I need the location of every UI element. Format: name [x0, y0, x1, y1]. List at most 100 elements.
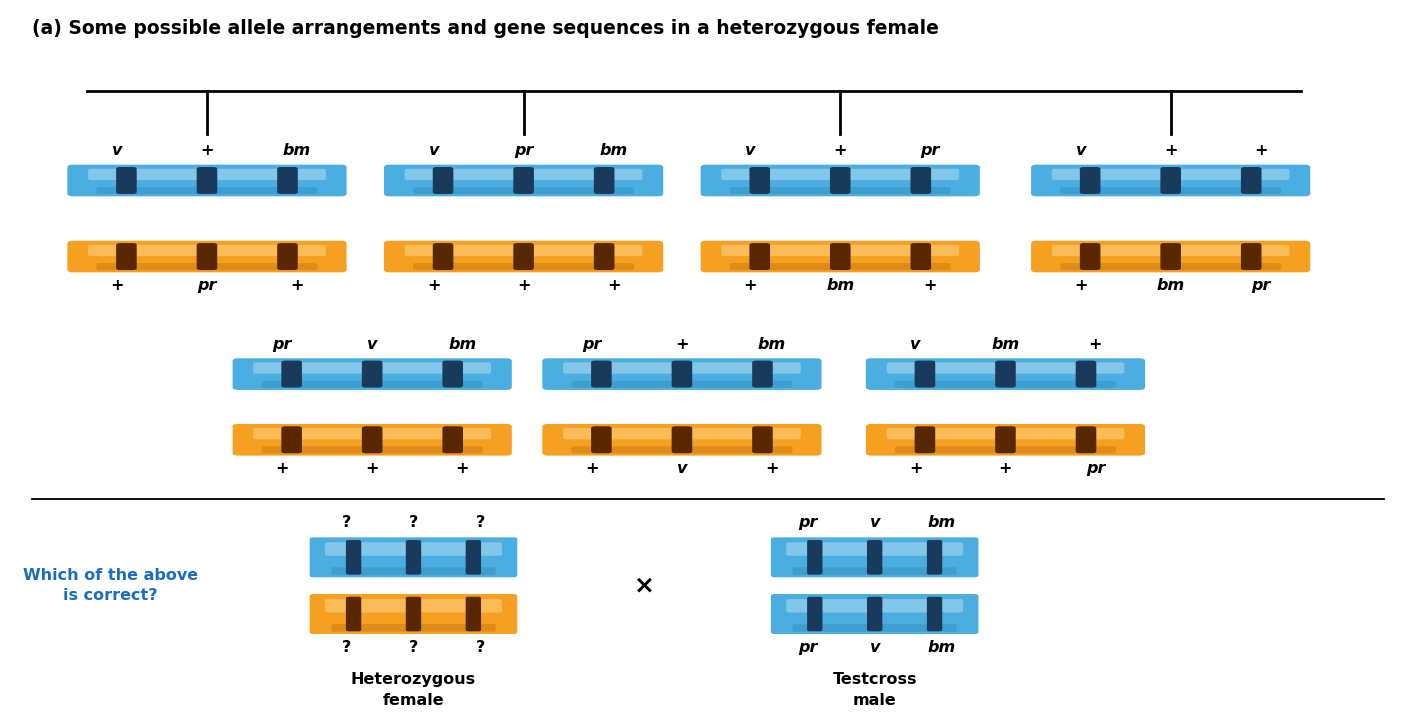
FancyBboxPatch shape: [310, 594, 517, 634]
FancyBboxPatch shape: [564, 362, 801, 374]
FancyBboxPatch shape: [1060, 187, 1281, 194]
Text: ?: ?: [475, 640, 485, 655]
FancyBboxPatch shape: [262, 446, 482, 453]
FancyBboxPatch shape: [594, 243, 614, 270]
FancyBboxPatch shape: [325, 542, 502, 556]
FancyBboxPatch shape: [384, 241, 663, 272]
FancyBboxPatch shape: [592, 361, 611, 388]
FancyBboxPatch shape: [362, 427, 383, 453]
FancyBboxPatch shape: [513, 167, 534, 194]
Text: ?: ?: [342, 516, 352, 531]
Text: v: v: [112, 143, 122, 158]
FancyBboxPatch shape: [88, 168, 325, 180]
Text: v: v: [869, 640, 880, 655]
Text: v: v: [429, 143, 439, 158]
FancyBboxPatch shape: [672, 427, 693, 453]
Text: pr: pr: [1251, 278, 1270, 293]
FancyBboxPatch shape: [1060, 263, 1281, 270]
Text: bm: bm: [991, 337, 1019, 352]
FancyBboxPatch shape: [331, 624, 496, 632]
Text: +: +: [1164, 143, 1178, 158]
FancyBboxPatch shape: [722, 168, 959, 180]
FancyBboxPatch shape: [995, 427, 1016, 453]
FancyBboxPatch shape: [262, 381, 482, 388]
Text: +: +: [998, 461, 1012, 476]
FancyBboxPatch shape: [67, 165, 346, 196]
Text: +: +: [743, 278, 757, 293]
Text: ?: ?: [342, 640, 352, 655]
FancyBboxPatch shape: [331, 567, 496, 575]
FancyBboxPatch shape: [1052, 244, 1290, 256]
FancyBboxPatch shape: [116, 243, 137, 270]
FancyBboxPatch shape: [572, 381, 792, 388]
Text: pr: pr: [798, 516, 817, 531]
FancyBboxPatch shape: [465, 597, 481, 631]
FancyBboxPatch shape: [1080, 167, 1101, 194]
FancyBboxPatch shape: [433, 243, 453, 270]
FancyBboxPatch shape: [346, 597, 362, 631]
Text: ×: ×: [634, 574, 655, 598]
FancyBboxPatch shape: [362, 361, 383, 388]
FancyBboxPatch shape: [1241, 243, 1262, 270]
FancyBboxPatch shape: [866, 597, 882, 631]
FancyBboxPatch shape: [753, 427, 773, 453]
FancyBboxPatch shape: [808, 540, 823, 574]
FancyBboxPatch shape: [384, 165, 663, 196]
Text: bm: bm: [600, 143, 628, 158]
FancyBboxPatch shape: [405, 597, 421, 631]
FancyBboxPatch shape: [282, 361, 301, 388]
FancyBboxPatch shape: [443, 361, 463, 388]
Text: pr: pr: [921, 143, 939, 158]
FancyBboxPatch shape: [886, 362, 1124, 374]
FancyBboxPatch shape: [914, 427, 935, 453]
FancyBboxPatch shape: [513, 243, 534, 270]
FancyBboxPatch shape: [701, 241, 980, 272]
FancyBboxPatch shape: [443, 427, 463, 453]
FancyBboxPatch shape: [722, 244, 959, 256]
Text: +: +: [517, 278, 530, 293]
Text: bm: bm: [928, 640, 956, 655]
FancyBboxPatch shape: [886, 428, 1124, 440]
FancyBboxPatch shape: [233, 424, 512, 455]
Text: v: v: [367, 337, 377, 352]
FancyBboxPatch shape: [1161, 167, 1180, 194]
FancyBboxPatch shape: [1075, 361, 1096, 388]
Text: v: v: [1075, 143, 1087, 158]
Text: +: +: [428, 278, 440, 293]
FancyBboxPatch shape: [572, 446, 792, 453]
Text: bm: bm: [1157, 278, 1185, 293]
Text: bm: bm: [758, 337, 787, 352]
FancyBboxPatch shape: [830, 167, 851, 194]
Text: +: +: [290, 278, 304, 293]
Text: +: +: [1253, 143, 1267, 158]
FancyBboxPatch shape: [808, 597, 823, 631]
Text: +: +: [834, 143, 847, 158]
FancyBboxPatch shape: [1241, 167, 1262, 194]
FancyBboxPatch shape: [196, 243, 217, 270]
FancyBboxPatch shape: [405, 168, 642, 180]
FancyBboxPatch shape: [894, 446, 1116, 453]
Text: +: +: [924, 278, 937, 293]
Text: +: +: [1074, 278, 1088, 293]
FancyBboxPatch shape: [771, 537, 979, 577]
Text: +: +: [366, 461, 379, 476]
FancyBboxPatch shape: [750, 243, 770, 270]
Text: v: v: [910, 337, 921, 352]
FancyBboxPatch shape: [753, 361, 773, 388]
FancyBboxPatch shape: [729, 263, 951, 270]
Text: +: +: [607, 278, 620, 293]
FancyBboxPatch shape: [927, 540, 942, 574]
FancyBboxPatch shape: [1030, 165, 1311, 196]
Text: v: v: [677, 461, 687, 476]
Text: +: +: [111, 278, 123, 293]
Text: pr: pr: [582, 337, 601, 352]
FancyBboxPatch shape: [927, 597, 942, 631]
Text: ?: ?: [409, 516, 418, 531]
FancyBboxPatch shape: [543, 424, 822, 455]
Text: +: +: [200, 143, 213, 158]
Text: pr: pr: [515, 143, 533, 158]
FancyBboxPatch shape: [771, 594, 979, 634]
FancyBboxPatch shape: [67, 241, 346, 272]
FancyBboxPatch shape: [866, 540, 882, 574]
Text: v: v: [744, 143, 756, 158]
